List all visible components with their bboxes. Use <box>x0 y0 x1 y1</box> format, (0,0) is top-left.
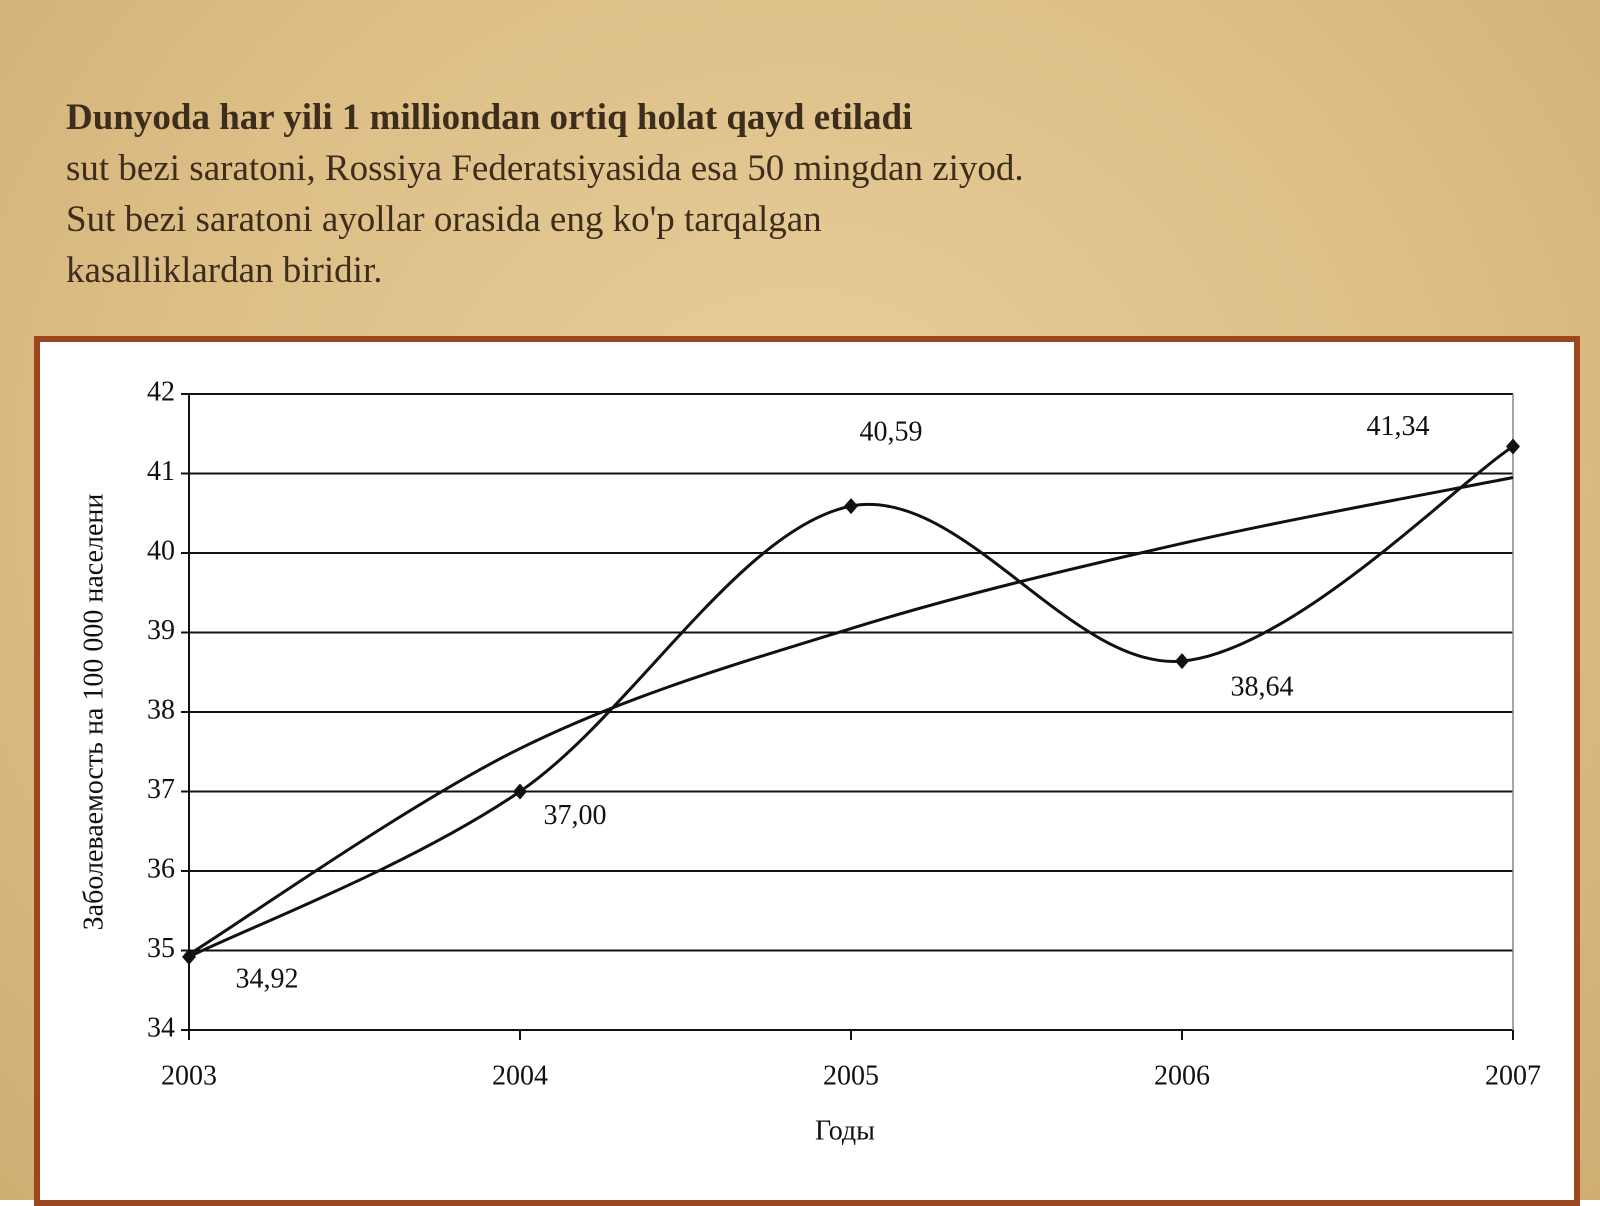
y-axis-label: Заболеваемость на 100 000 населени <box>78 494 109 931</box>
y-tick-label: 38 <box>147 694 175 725</box>
data-label: 41,34 <box>1367 411 1430 442</box>
line <box>188 476 1514 956</box>
marker <box>513 783 527 800</box>
line <box>188 445 1514 959</box>
x-tick-label: 2007 <box>1485 1060 1541 1091</box>
x-tick-label: 2006 <box>1154 1060 1210 1091</box>
marker <box>1506 438 1520 455</box>
data-label: 40,59 <box>860 417 923 448</box>
chart-frame <box>34 336 1580 1206</box>
marker <box>844 498 858 515</box>
slide-text: Dunyoda har yili 1 milliondan ortiq hola… <box>66 92 1024 296</box>
data-label: 38,64 <box>1231 672 1294 703</box>
y-tick-label: 39 <box>147 615 175 646</box>
slide-line: Sut bezi saratoni ayollar orasida eng ko… <box>66 199 822 240</box>
y-tick-label: 37 <box>147 774 175 805</box>
slide-line: sut bezi saratoni, Rossiya Federatsiyasi… <box>66 148 1024 189</box>
x-tick-label: 2003 <box>161 1060 217 1091</box>
y-tick-label: 42 <box>147 376 175 407</box>
x-tick-label: 2005 <box>823 1060 879 1091</box>
y-tick-label: 36 <box>147 853 175 884</box>
y-tick-label: 35 <box>147 933 175 964</box>
slide-line: kasalliklardan biridir. <box>66 250 383 291</box>
data-label: 34,92 <box>236 963 299 994</box>
y-tick-label: 34 <box>147 1012 175 1043</box>
marker <box>1175 653 1189 670</box>
x-tick-label: 2004 <box>492 1060 548 1091</box>
slide-title: Dunyoda har yili 1 milliondan ortiq hola… <box>66 97 913 138</box>
x-axis-label: Годы <box>815 1115 875 1146</box>
y-tick-label: 41 <box>147 456 175 487</box>
y-tick-label: 40 <box>147 535 175 566</box>
data-label: 37,00 <box>544 800 607 831</box>
